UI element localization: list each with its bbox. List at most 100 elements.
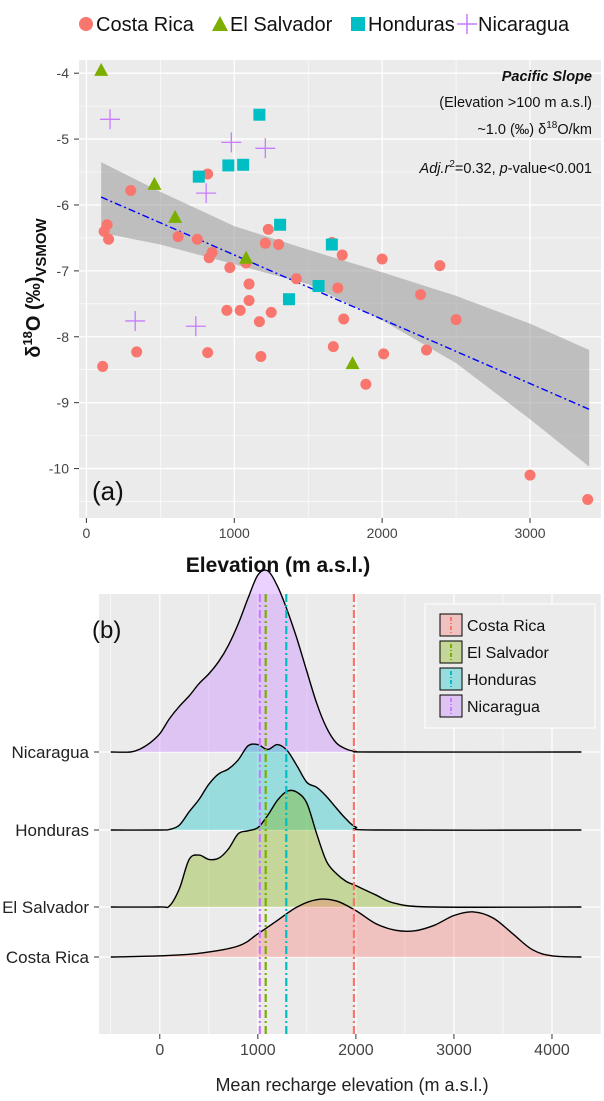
point-costa-rica	[332, 282, 344, 294]
y-tick-label: Honduras	[15, 821, 89, 840]
legend-item-costa-rica: Costa Rica	[79, 14, 195, 36]
panel-b-mean-lines	[258, 594, 356, 1034]
panel-a-x-axis-title: Elevation (m a.s.l.)	[186, 554, 370, 577]
panel-a-points	[94, 62, 594, 506]
ridge-costa-rica	[110, 898, 582, 958]
point-costa-rica	[421, 344, 433, 356]
point-honduras	[282, 293, 295, 306]
panel-a-y-axis-title: δ18O (‰)VSMOW	[20, 217, 50, 357]
legend-key-el-salvador	[439, 640, 463, 664]
legend-marker-costa-rica	[79, 17, 93, 31]
y-tick-label: -10	[49, 461, 69, 477]
point-costa-rica	[273, 239, 285, 251]
point-el-salvador	[147, 176, 162, 190]
legend-label-costa-rica: Costa Rica	[96, 14, 195, 36]
point-el-salvador	[239, 250, 254, 264]
y-tick-label: -4	[57, 65, 70, 81]
legend-label-el-salvador: El Salvador	[230, 14, 333, 36]
point-costa-rica	[103, 233, 115, 245]
ridge-outline-nicaragua	[110, 569, 582, 753]
point-honduras	[237, 158, 250, 171]
x-tick-label: 0	[155, 1042, 164, 1059]
point-costa-rica	[376, 253, 388, 265]
legend-item-honduras: Honduras	[351, 14, 455, 36]
x-tick-label: 3000	[514, 525, 545, 541]
legend-label-nicaragua: Nicaragua	[467, 699, 540, 716]
ridge-nicaragua	[110, 569, 582, 753]
point-costa-rica	[191, 233, 203, 245]
point-costa-rica	[255, 351, 267, 363]
point-el-salvador	[345, 356, 360, 370]
panel-b: 0 1000 2000 3000 4000 Costa Rica El Salvador Ho…	[2, 569, 602, 1095]
panel-b-ticks: 0 1000 2000 3000 4000 Costa Rica El Salvador Ho…	[2, 743, 570, 1059]
point-nicaragua	[100, 109, 121, 130]
y-tick-label: -6	[57, 197, 70, 213]
panel-a-annotations: Pacific Slope (Elevation >100 m a.s.l) ~…	[419, 69, 592, 177]
point-nicaragua	[185, 316, 206, 337]
annotation-lapse-rate: ~1.0 (‰) δ18O/km	[477, 120, 592, 138]
point-honduras	[253, 108, 266, 121]
point-costa-rica	[582, 494, 594, 506]
x-tick-label: 2000	[367, 525, 398, 541]
point-el-salvador	[168, 209, 183, 223]
y-tick-label: -7	[57, 263, 70, 279]
legend-item-costa-rica: Costa Rica	[439, 613, 545, 637]
point-costa-rica	[290, 273, 302, 285]
legend-item-nicaragua: Nicaragua	[457, 14, 570, 36]
panel-a: 0 1000 2000 3000 -4 -5 -6 -7 -8 -9 -10 (a) Pacific…	[20, 60, 601, 577]
legend-label-el-salvador: El Salvador	[467, 645, 549, 662]
point-honduras	[312, 280, 325, 293]
panel-b-x-axis-title: Mean recharge elevation (m a.s.l.)	[215, 1075, 488, 1095]
point-costa-rica	[101, 219, 113, 231]
point-costa-rica	[221, 304, 233, 316]
panel-b-legend-box	[424, 603, 596, 729]
legend-marker-honduras	[351, 17, 365, 31]
ridge-outline-costa-rica	[110, 898, 582, 958]
y-tick-label: Nicaragua	[12, 743, 90, 762]
point-costa-rica	[253, 316, 265, 328]
point-costa-rica	[259, 237, 271, 249]
point-honduras	[274, 218, 287, 231]
x-tick-label: 2000	[338, 1042, 374, 1059]
point-costa-rica	[243, 295, 255, 307]
point-honduras	[325, 238, 338, 251]
point-costa-rica	[172, 231, 184, 243]
point-costa-rica	[131, 346, 143, 358]
panel-b-ridges	[110, 569, 582, 958]
point-costa-rica	[125, 184, 137, 196]
point-costa-rica	[338, 313, 350, 325]
point-costa-rica	[360, 378, 372, 390]
legend-key-costa-rica	[439, 613, 463, 637]
regression-line	[100, 196, 590, 410]
ridge-el-salvador	[110, 789, 582, 909]
y-tick-label: El Salvador	[2, 898, 89, 917]
point-costa-rica	[202, 168, 214, 180]
x-tick-label: 0	[82, 525, 90, 541]
confidence-band	[101, 162, 590, 467]
x-tick-label: 1000	[240, 1042, 276, 1059]
legend-key-nicaragua	[439, 694, 463, 718]
point-costa-rica	[336, 249, 348, 261]
legend-key-honduras	[439, 667, 463, 691]
annotation-statistics: Adj.r2=0.32, p-value<0.001	[419, 159, 592, 177]
point-costa-rica	[262, 223, 274, 235]
annotation-elevation-range: (Elevation >100 m a.s.l)	[439, 95, 592, 111]
legend-item-honduras: Honduras	[439, 667, 536, 691]
point-costa-rica	[224, 262, 236, 274]
legend-marker-el-salvador	[212, 16, 228, 31]
legend-item-el-salvador: El Salvador	[439, 640, 549, 664]
legend-marker-nicaragua	[457, 14, 477, 34]
legend-label-nicaragua: Nicaragua	[478, 14, 570, 36]
point-costa-rica	[524, 469, 536, 481]
legend-item-el-salvador: El Salvador	[212, 14, 333, 36]
point-costa-rica	[206, 246, 218, 258]
point-nicaragua	[221, 132, 242, 153]
panel-a-label: (a)	[92, 476, 124, 506]
ridge-honduras	[110, 743, 582, 831]
ridge-outline-honduras	[110, 743, 582, 831]
point-honduras	[192, 170, 205, 183]
y-tick-label: -9	[57, 395, 70, 411]
point-el-salvador	[94, 62, 109, 76]
y-tick-label: -5	[57, 131, 70, 147]
